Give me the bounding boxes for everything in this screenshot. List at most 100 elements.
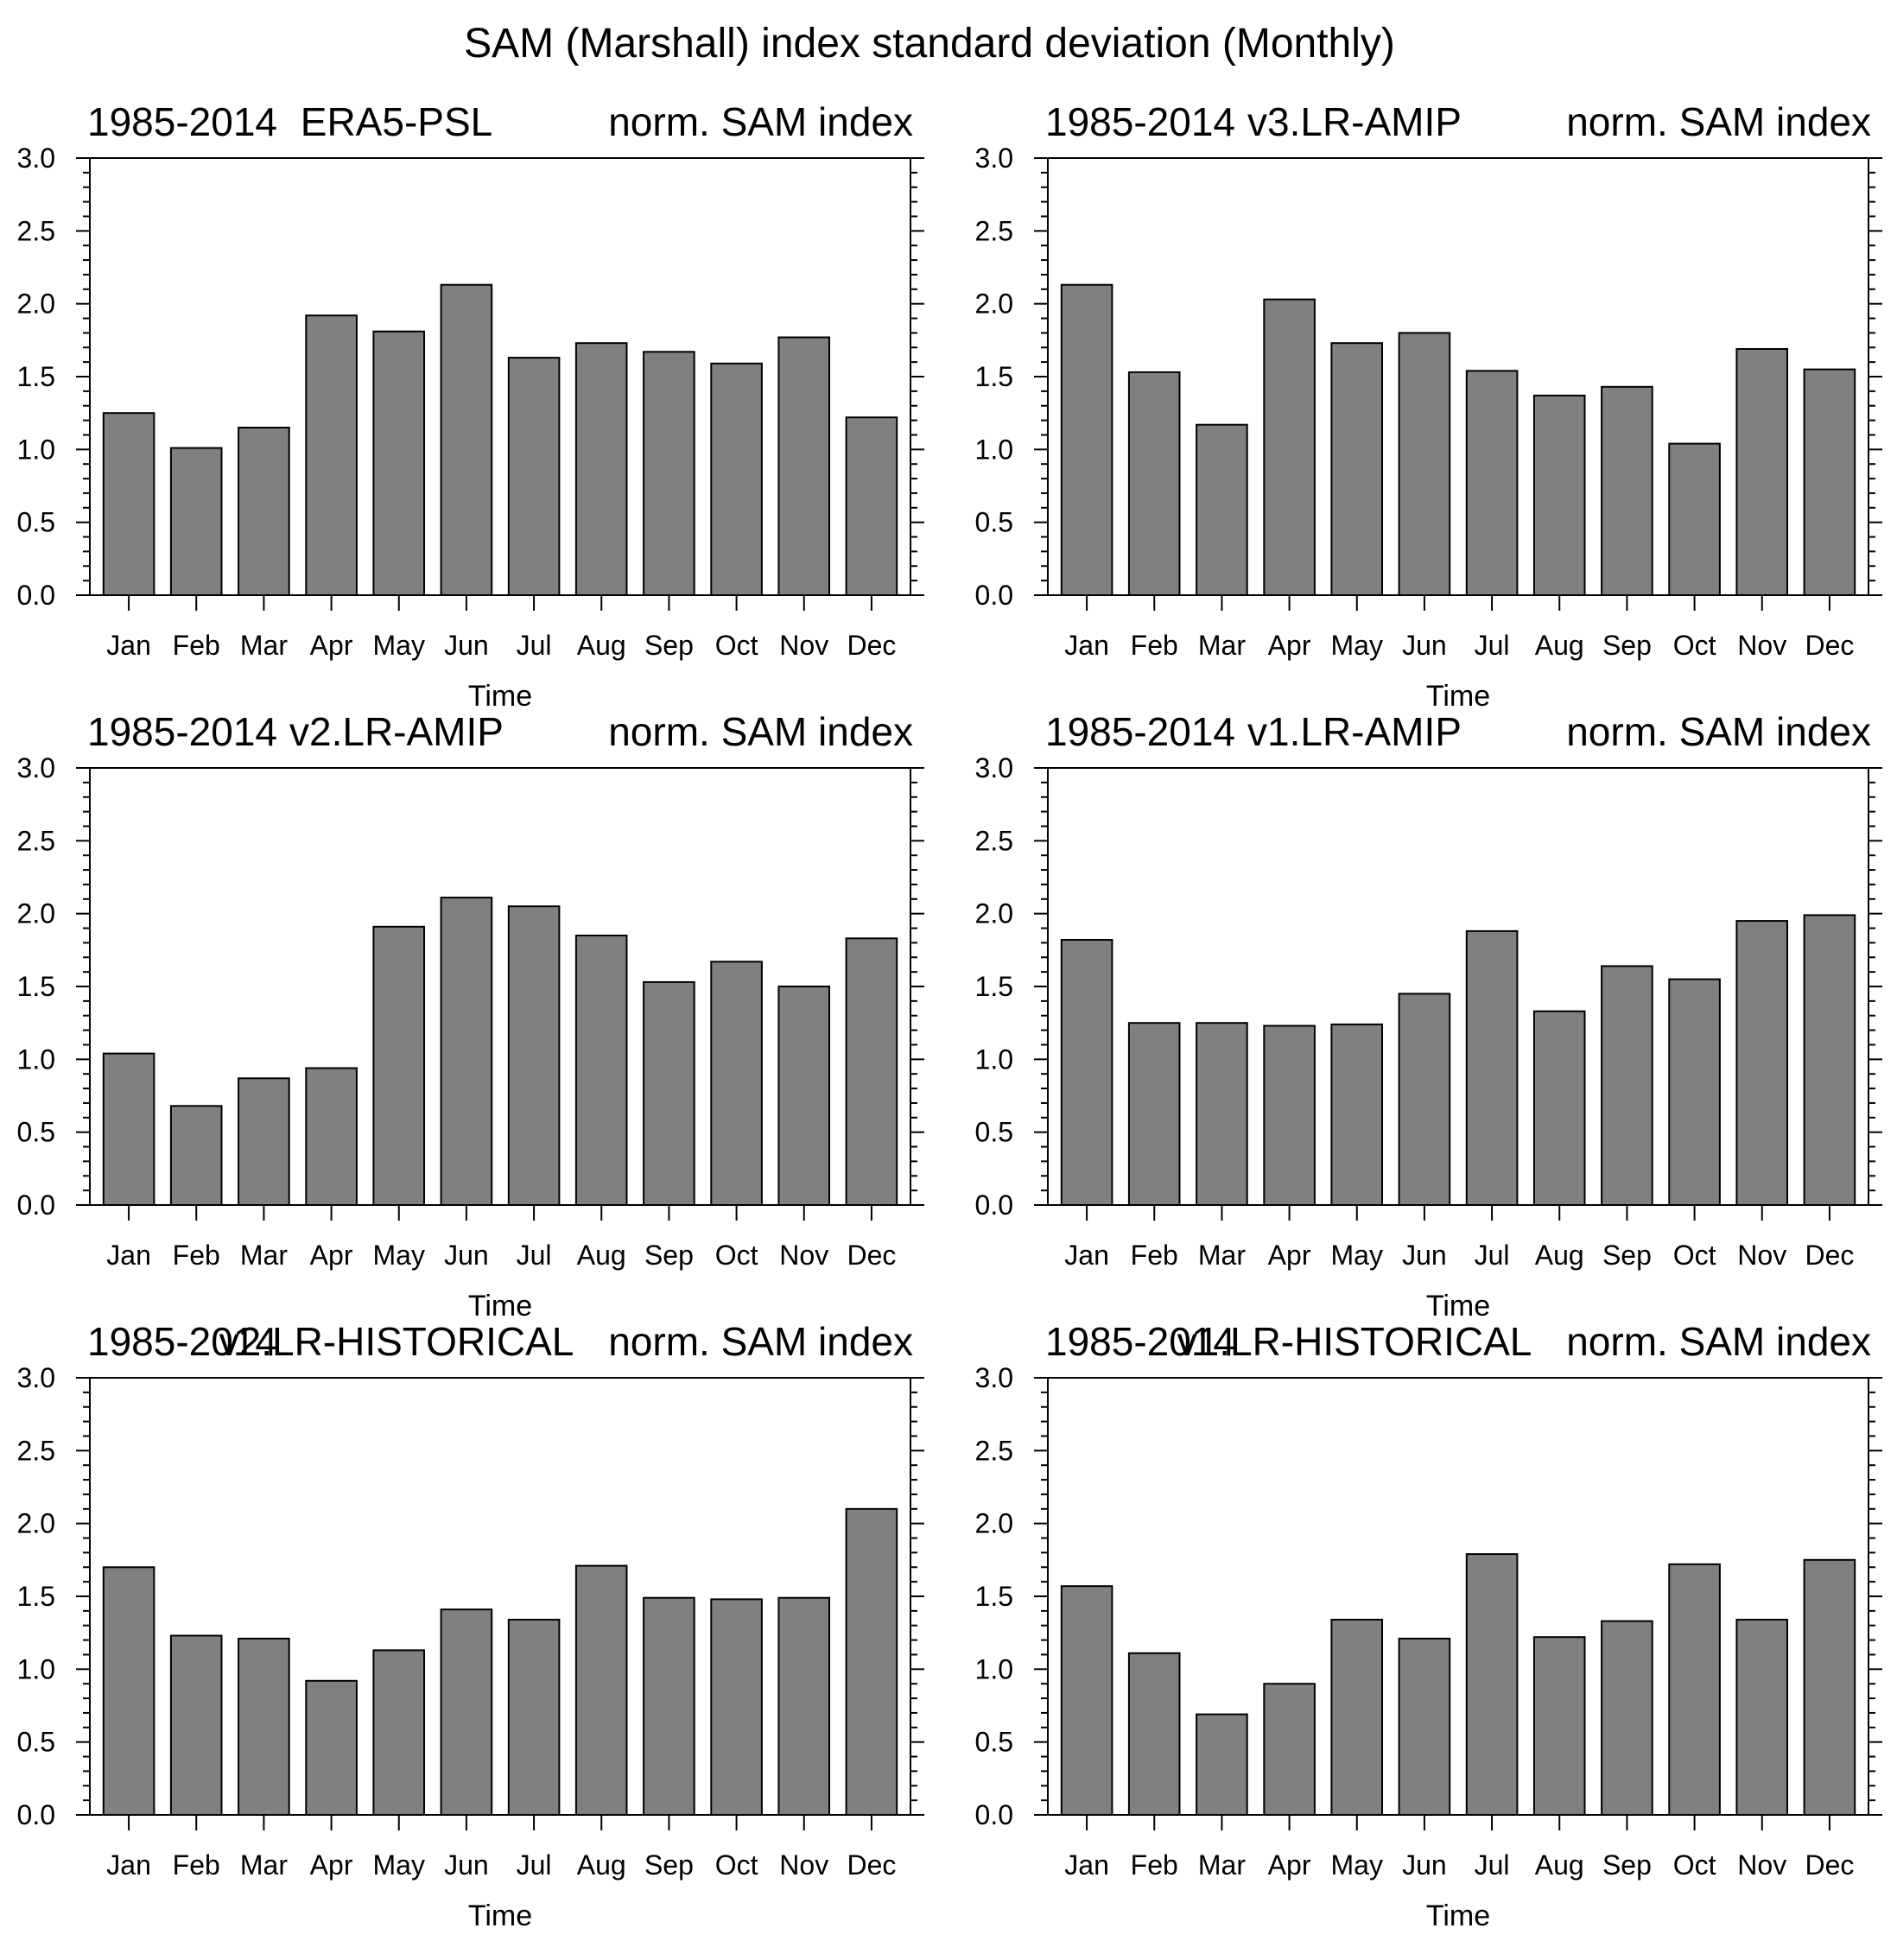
bar-jun [440, 897, 493, 1206]
x-tick-label: Aug [577, 630, 626, 661]
bar-oct [710, 961, 763, 1207]
x-tick-label: Mar [1198, 1849, 1246, 1881]
bar-sep [1601, 1620, 1653, 1816]
bar-feb [169, 1105, 223, 1207]
plot-frame [1047, 1377, 1869, 1816]
x-tick-label: Nov [779, 1849, 828, 1881]
chart-panel-3: 1985-2014 v2.LR-AMIP norm. SAM index Jan Feb… [17, 709, 924, 1323]
bar-mar [1196, 423, 1248, 597]
bar-apr [305, 1679, 358, 1817]
x-axis-title: Time [468, 1290, 532, 1323]
panel-metric: norm. SAM index [608, 709, 913, 754]
bar-jun [440, 283, 493, 596]
panel-period: 1985-2014 [1045, 1319, 1235, 1364]
x-tick-label: Sep [644, 630, 694, 661]
x-tick-label: Jul [1475, 1240, 1510, 1271]
plot-frame [89, 1377, 911, 1816]
y-tick-label: 0.0 [17, 580, 55, 611]
bar-dec [845, 937, 898, 1207]
x-tick-label: Feb [173, 1849, 220, 1881]
bar-dec [1803, 914, 1856, 1207]
bar-feb [1127, 1652, 1181, 1817]
bar-sep [1601, 385, 1653, 596]
bar-jul [1465, 929, 1519, 1207]
plot-frame [1047, 767, 1869, 1206]
bar-aug [1532, 1010, 1586, 1206]
chart-panels: 1985-2014 ERA5-PSL norm. SAM index Jan Feb Ma… [17, 99, 1882, 1932]
x-tick-label: Aug [1535, 630, 1584, 661]
y-tick-label: 1.5 [975, 1581, 1013, 1612]
x-tick-label: May [1331, 1240, 1383, 1271]
x-tick-label: Dec [1805, 630, 1854, 661]
y-tick-label: 0.0 [17, 1799, 55, 1830]
y-tick-label: 0.5 [975, 507, 1013, 538]
panel-metric: norm. SAM index [608, 99, 913, 144]
panel-period: 1985-2014 [87, 709, 277, 754]
panel-period: 1985-2014 [87, 1319, 277, 1364]
x-tick-label: Nov [1737, 1849, 1786, 1881]
y-tick-label: 2.0 [975, 1508, 1013, 1539]
x-axis-title: Time [468, 680, 532, 713]
x-tick-label: Jul [517, 1240, 552, 1271]
x-tick-label: Jan [106, 630, 151, 661]
bar-jul [507, 357, 561, 596]
bar-nov [777, 336, 831, 596]
x-tick-label: Mar [240, 1849, 288, 1881]
bar-feb [1127, 371, 1181, 596]
y-tick-label: 2.5 [17, 1435, 55, 1466]
bar-jul [1465, 1553, 1519, 1816]
bar-mar [238, 1077, 290, 1207]
bar-mar [1196, 1713, 1248, 1816]
bar-oct [1668, 442, 1721, 596]
y-tick-label: 2.5 [975, 215, 1013, 246]
y-tick-label: 0.5 [975, 1727, 1013, 1758]
x-tick-label: Mar [240, 1240, 288, 1271]
x-tick-label: Nov [779, 1240, 828, 1271]
bar-jun [1398, 332, 1451, 596]
x-tick-label: Apr [310, 1849, 353, 1881]
bar-aug [574, 1564, 628, 1816]
y-tick-label: 2.0 [17, 289, 55, 320]
bar-oct [710, 362, 763, 596]
bar-may [1330, 1619, 1384, 1816]
x-tick-label: Jan [106, 1849, 151, 1881]
bar-dec [845, 1507, 898, 1817]
bar-apr [1263, 1683, 1316, 1816]
chart-panel-4: 1985-2014 v1.LR-AMIP norm. SAM index Jan Feb… [975, 709, 1882, 1323]
y-tick-label: 0.0 [975, 1189, 1013, 1221]
bar-aug [574, 342, 628, 596]
chart-panel-1: 1985-2014 ERA5-PSL norm. SAM index Jan Feb Ma… [17, 99, 924, 713]
x-tick-label: Oct [1673, 1240, 1716, 1271]
chart-panel-2: 1985-2014 v3.LR-AMIP norm. SAM index Jan Feb… [975, 99, 1882, 713]
bar-jan [102, 1052, 155, 1206]
bar-apr [1263, 298, 1316, 596]
y-tick-label: 1.0 [975, 434, 1013, 465]
x-tick-label: Dec [1805, 1240, 1854, 1271]
y-tick-label: 3.0 [17, 752, 55, 783]
x-tick-label: May [373, 1849, 425, 1881]
x-tick-label: Feb [1131, 630, 1178, 661]
bar-dec [845, 416, 898, 597]
bar-sep [643, 980, 695, 1207]
bar-feb [1127, 1022, 1181, 1206]
y-tick-label: 0.0 [17, 1189, 55, 1221]
bar-may [372, 1649, 425, 1817]
x-tick-label: Oct [715, 1849, 758, 1881]
x-tick-label: Sep [644, 1240, 694, 1271]
x-tick-label: Jul [1475, 1849, 1510, 1881]
x-tick-label: Oct [1673, 1849, 1716, 1881]
x-tick-label: Aug [577, 1240, 626, 1271]
bar-jan [1060, 939, 1113, 1206]
y-tick-label: 0.5 [975, 1117, 1013, 1148]
x-tick-label: Feb [1131, 1240, 1178, 1271]
x-tick-label: Sep [1602, 1849, 1652, 1881]
y-tick-label: 2.0 [17, 898, 55, 929]
panel-metric: norm. SAM index [1566, 709, 1871, 754]
bar-aug [1532, 1636, 1586, 1816]
x-tick-label: Feb [1131, 1849, 1178, 1881]
x-tick-label: Jan [1064, 1849, 1109, 1881]
bar-jul [507, 1619, 561, 1816]
bar-oct [1668, 1563, 1721, 1817]
x-tick-label: Jul [517, 1849, 552, 1881]
